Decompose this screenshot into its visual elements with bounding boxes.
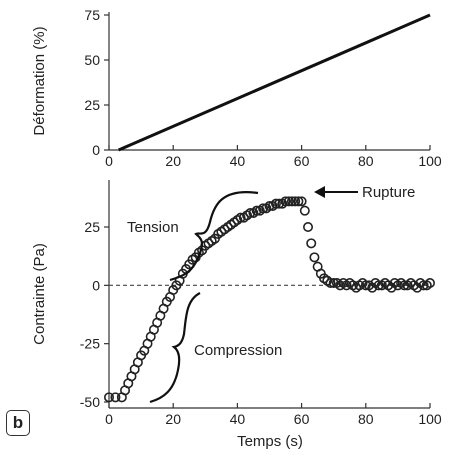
stress-series [104, 196, 435, 403]
strain-x-tick-label: 40 [230, 153, 246, 169]
stress-y-tick-label: -50 [80, 394, 100, 410]
strain-y-tick-label: 50 [84, 52, 100, 68]
stress-data-point [270, 198, 281, 209]
stress-data-point [258, 203, 269, 214]
strain-series [118, 13, 431, 152]
strain-y-ticks: 0 25 50 75 [84, 7, 109, 158]
stress-x-tick-label: 60 [294, 411, 310, 427]
stress-data-point [303, 222, 314, 233]
stress-data-point [280, 196, 291, 207]
stress-data-point [290, 196, 301, 207]
stress-data-point [274, 198, 285, 209]
strain-y-tick-label: 75 [84, 7, 100, 23]
stress-data-point [418, 280, 429, 291]
compression-annotation: Compression [149, 292, 282, 404]
stress-data-point [283, 196, 294, 207]
stress-x-tick-label: 0 [105, 411, 113, 427]
strain-x-ticks: 0 20 40 60 80 100 [105, 145, 442, 169]
stress-data-point [424, 277, 435, 288]
stress-x-ticks: 0 20 40 60 80 100 [105, 403, 442, 427]
tension-label: Tension [127, 219, 179, 236]
stress-y-ticks: 25 0 -25 -50 [80, 219, 109, 410]
stress-y-tick-label: 25 [84, 219, 100, 235]
rupture-annotation: Rupture [314, 184, 415, 201]
stress-data-point [309, 252, 320, 263]
stress-data-point [399, 280, 410, 291]
strain-x-tick-label: 20 [165, 153, 181, 169]
rupture-label: Rupture [362, 184, 415, 201]
stress-x-tick-label: 100 [418, 411, 442, 427]
stress-data-point [328, 277, 339, 288]
strain-x-tick-label: 80 [358, 153, 374, 169]
stress-x-axis-label: Temps (s) [237, 433, 303, 450]
stress-x-tick-label: 40 [230, 411, 246, 427]
stress-data-point [296, 196, 307, 207]
strain-y-tick-label: 0 [92, 142, 100, 158]
stress-y-axis-label: Contrainte (Pa) [31, 243, 48, 345]
stress-data-point [264, 201, 275, 212]
stress-data-point [360, 280, 371, 291]
stress-data-point [235, 212, 246, 223]
tension-annotation: Tension [127, 191, 259, 282]
stress-x-tick-label: 20 [165, 411, 181, 427]
compression-label: Compression [194, 342, 282, 359]
strain-y-tick-label: 25 [84, 97, 100, 113]
stress-y-tick-label: 0 [92, 277, 100, 293]
stress-y-tick-label: -25 [80, 336, 100, 352]
rupture-arrow-head [314, 186, 325, 198]
stress-data-point [286, 196, 297, 207]
compression-brace [149, 292, 201, 404]
stress-data-point [373, 280, 384, 291]
stress-data-point [299, 205, 310, 216]
stress-data-point [110, 392, 121, 403]
stress-data-point [251, 205, 262, 216]
stress-data-point [306, 238, 317, 249]
strain-y-axis-label: Déformation (%) [31, 26, 48, 135]
stress-x-tick-label: 80 [358, 411, 374, 427]
strain-x-tick-label: 60 [294, 153, 310, 169]
stress-chart: 25 0 -25 -50 0 20 40 60 80 100 Contrainte (Pa) T… [31, 180, 442, 450]
strain-x-tick-label: 100 [418, 153, 442, 169]
stress-data-point [245, 208, 256, 219]
stress-data-point [293, 196, 304, 207]
stress-data-point [325, 277, 336, 288]
panel-tag: b [6, 410, 30, 436]
strain-chart: 0 25 50 75 0 20 40 60 80 100 Déformation (%) [31, 7, 442, 169]
stress-data-point [104, 392, 115, 403]
strain-x-tick-label: 0 [105, 153, 113, 169]
tension-brace [169, 191, 259, 282]
strain-line [118, 13, 431, 152]
